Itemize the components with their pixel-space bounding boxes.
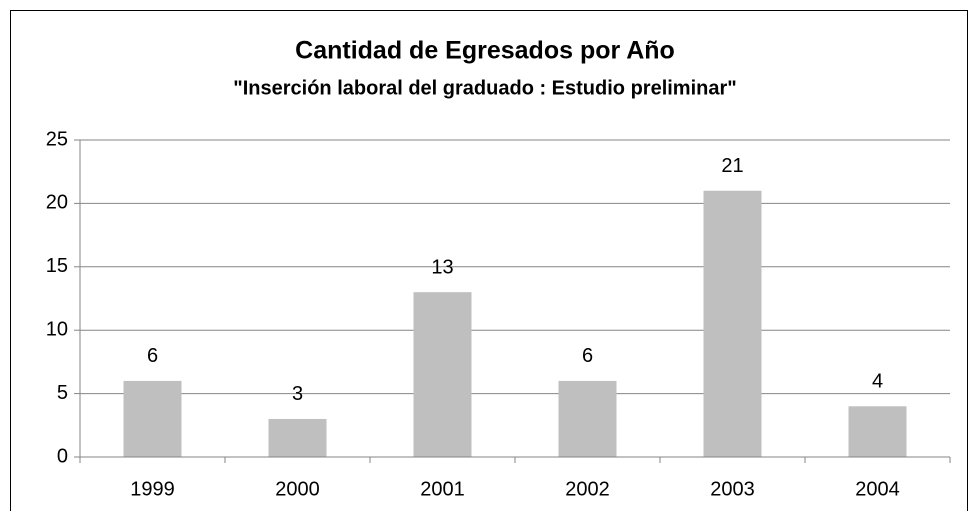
x-tick-label: 2003 [710,478,755,500]
y-tick-label: 15 [46,255,68,277]
data-label: 13 [431,256,453,278]
x-tick-label: 2004 [855,478,900,500]
chart-title: Cantidad de Egresados por Año [295,37,675,65]
y-tick-label: 0 [57,445,68,467]
y-tick-label: 10 [46,318,68,340]
data-label: 6 [582,345,593,367]
bar [703,190,762,457]
bar [268,418,327,457]
x-tick-label: 1999 [130,478,175,500]
bar [413,292,472,457]
data-label: 6 [147,345,158,367]
y-tick-label: 25 [46,128,68,150]
data-label: 21 [721,155,743,177]
bar [558,380,617,457]
bar [123,380,182,457]
chart-subtitle: "Inserción laboral del graduado : Estudi… [233,77,737,99]
x-tick-label: 2000 [275,478,320,500]
y-tick-label: 20 [46,192,68,214]
y-tick-label: 5 [57,382,68,404]
data-label: 3 [292,383,303,405]
x-tick-label: 2002 [565,478,610,500]
bar [848,406,907,457]
data-label: 4 [872,371,883,393]
x-tick-label: 2001 [420,478,465,500]
